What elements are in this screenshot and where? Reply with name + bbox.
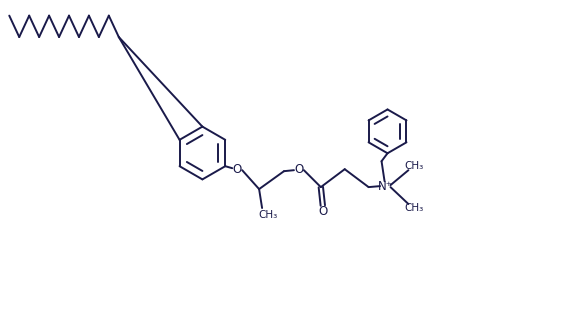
Text: O: O [233, 163, 242, 176]
Text: CH₃: CH₃ [258, 210, 277, 220]
Text: O: O [294, 163, 304, 176]
Text: CH₃: CH₃ [405, 161, 424, 171]
Text: N⁺: N⁺ [378, 180, 393, 193]
Text: CH₃: CH₃ [405, 203, 424, 213]
Text: O: O [319, 206, 328, 219]
